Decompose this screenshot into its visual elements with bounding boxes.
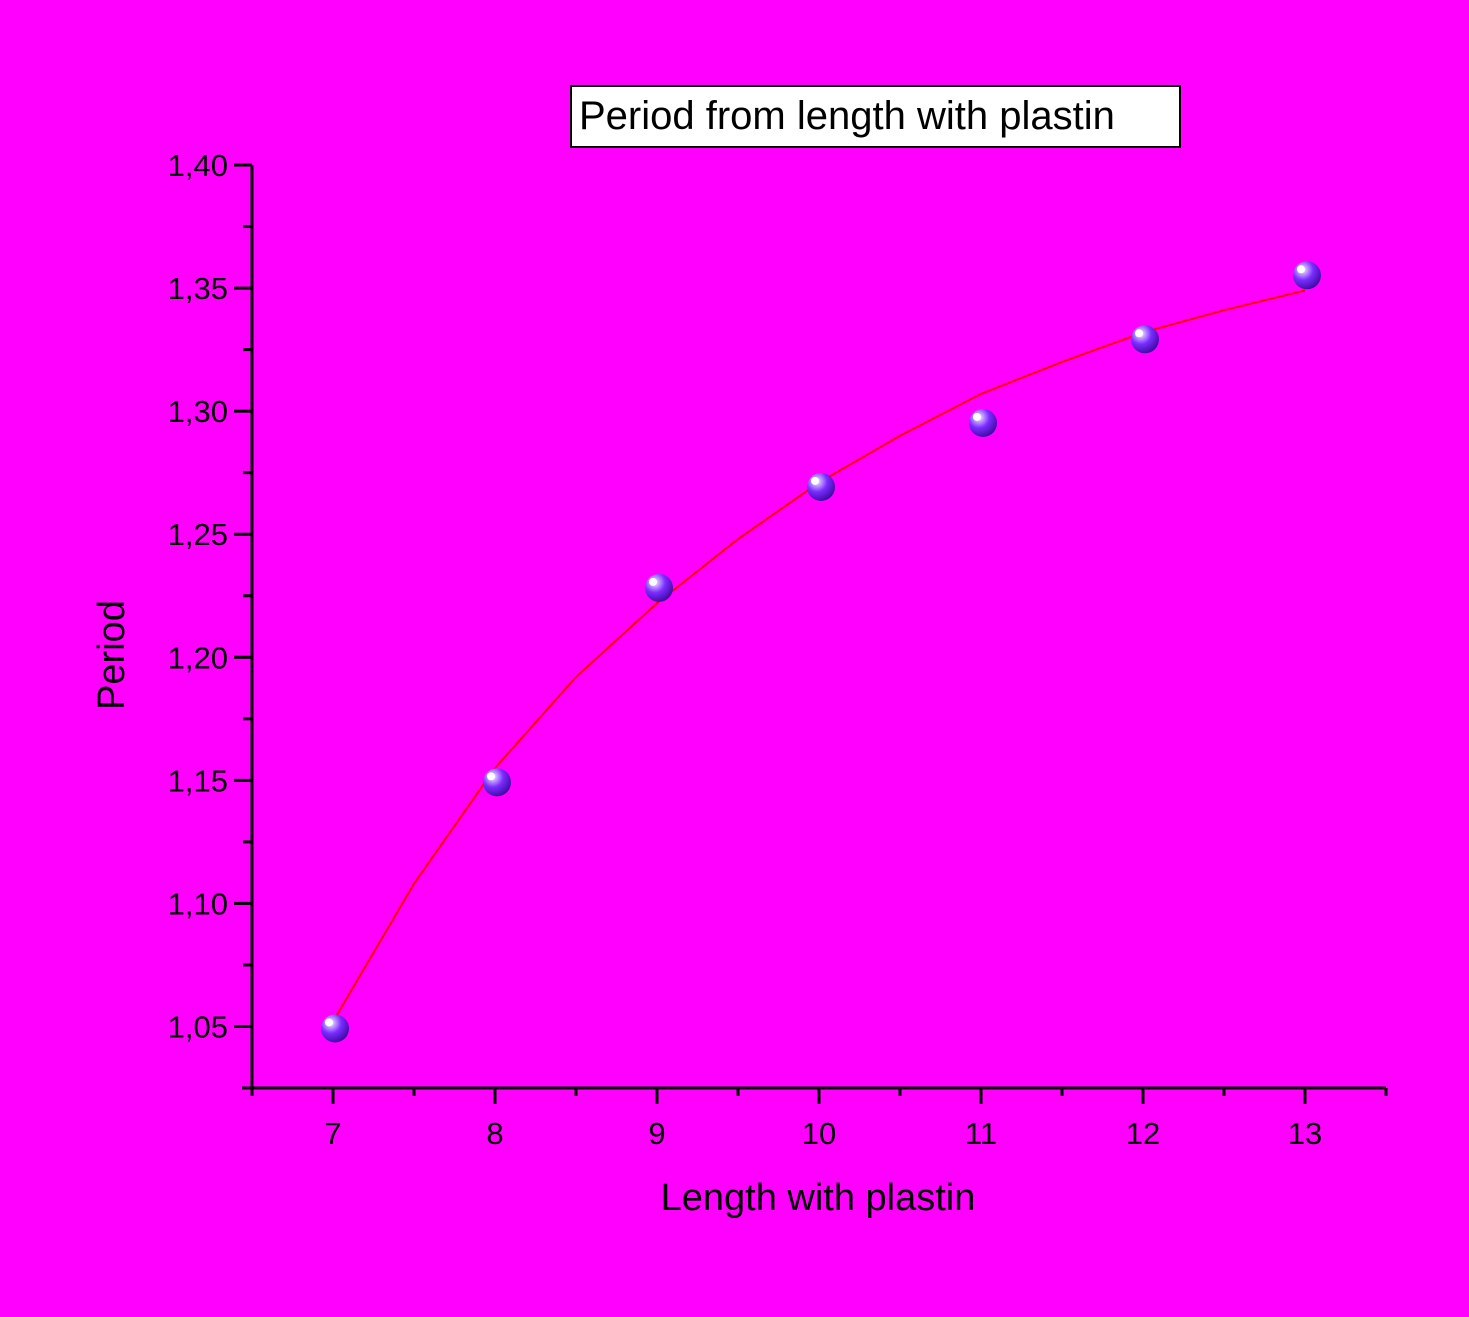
data-point xyxy=(807,472,835,501)
data-point-marker xyxy=(969,408,997,437)
y-axis-label: Period xyxy=(91,600,133,710)
data-point-marker xyxy=(1131,325,1159,354)
data-point xyxy=(321,1014,349,1043)
axes: 1,05 1,10 1,15 1,20 1,25 1,30 1,35 1,40 7 8 9 10 11 1… xyxy=(168,148,1388,1151)
y-tick-label: 1,30 xyxy=(168,394,228,429)
x-tick-label: 13 xyxy=(1288,1116,1322,1151)
data-point-highlight xyxy=(1297,265,1305,274)
data-point-marker xyxy=(321,1014,349,1043)
data-point-highlight xyxy=(487,772,495,781)
legend-text: Period from length with plastin xyxy=(579,94,1115,138)
data-point-highlight xyxy=(973,412,981,421)
data-point-marker xyxy=(1293,261,1321,290)
data-point-marker xyxy=(483,768,511,797)
fit-curve xyxy=(332,289,1306,1023)
data-point-highlight xyxy=(1135,329,1143,338)
data-point xyxy=(645,573,673,602)
data-point xyxy=(969,408,997,437)
data-points-group xyxy=(321,261,1321,1043)
data-point xyxy=(1293,261,1321,290)
x-tick-label: 9 xyxy=(648,1116,665,1151)
data-point xyxy=(1131,325,1159,354)
y-tick-label: 1,35 xyxy=(168,271,228,306)
data-point-marker xyxy=(807,472,835,501)
data-point-highlight xyxy=(811,476,819,485)
y-tick-label: 1,15 xyxy=(168,763,228,798)
x-axis-label: Length with plastin xyxy=(661,1177,976,1219)
fit-curve-group xyxy=(332,289,1306,1023)
x-tick-label: 8 xyxy=(486,1116,503,1151)
y-tick-label: 1,05 xyxy=(168,1009,228,1044)
data-point-highlight xyxy=(649,577,657,586)
y-tick-label: 1,20 xyxy=(168,640,228,675)
legend: Period from length with plastin xyxy=(570,85,1181,148)
y-tick-label: 1,40 xyxy=(168,148,228,183)
x-tick-label: 7 xyxy=(324,1116,341,1151)
data-point xyxy=(483,768,511,797)
data-point-marker xyxy=(645,573,673,602)
x-tick-label: 12 xyxy=(1126,1116,1160,1151)
data-point-highlight xyxy=(325,1018,333,1027)
y-tick-label: 1,25 xyxy=(168,517,228,552)
y-tick-label: 1,10 xyxy=(168,886,228,921)
x-tick-label: 10 xyxy=(802,1116,836,1151)
x-tick-label: 11 xyxy=(965,1116,997,1151)
